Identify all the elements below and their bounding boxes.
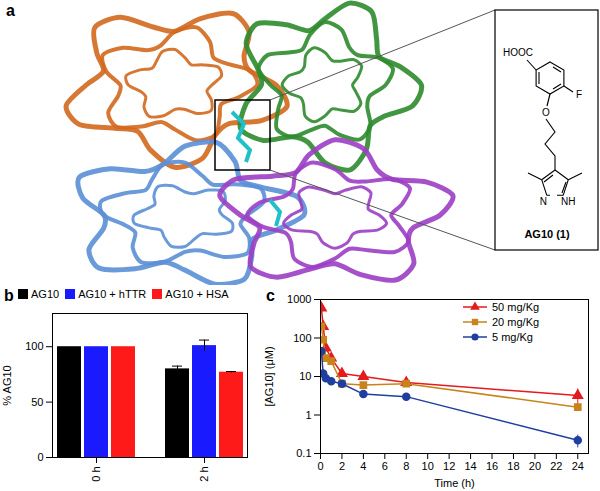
svg-text:2: 2 (339, 460, 345, 472)
svg-text:50: 50 (31, 396, 43, 408)
svg-text:0 h: 0 h (90, 467, 102, 482)
svg-text:10: 10 (422, 460, 434, 472)
svg-text:14: 14 (464, 460, 476, 472)
svg-text:18: 18 (507, 460, 519, 472)
html-text:AG10 + HSA: AG10 + HSA (165, 288, 229, 300)
svg-text:6: 6 (382, 460, 388, 472)
html-text:c: c (266, 287, 275, 304)
svg-text:12: 12 (443, 460, 455, 472)
svg-text:4: 4 (360, 460, 366, 472)
svg-text:a: a (6, 2, 15, 19)
svg-text:8: 8 (403, 460, 409, 472)
svg-text:NH: NH (561, 196, 575, 207)
html-text:5 mg/Kg: 5 mg/Kg (492, 331, 533, 343)
svg-text:0: 0 (37, 451, 43, 463)
html-text:50 mg/Kg: 50 mg/Kg (492, 301, 540, 313)
html-text:b: b (4, 287, 14, 304)
svg-text:1: 1 (305, 409, 311, 421)
svg-text:0: 0 (317, 460, 323, 472)
html-text:AG10 + hTTR: AG10 + hTTR (78, 288, 147, 300)
html-text:20 mg/Kg: 20 mg/Kg (492, 316, 540, 328)
svg-text:24: 24 (572, 460, 584, 472)
svg-text:% AG10: % AG10 (1, 365, 13, 405)
svg-text:N: N (540, 196, 547, 207)
svg-text:20: 20 (529, 460, 541, 472)
svg-text:0.1: 0.1 (296, 447, 311, 459)
svg-text:1000: 1000 (287, 293, 311, 305)
svg-text:AG10 (1): AG10 (1) (524, 228, 570, 240)
svg-text:2 h: 2 h (198, 467, 210, 482)
svg-text:[AG10] (μM): [AG10] (μM) (263, 346, 275, 406)
svg-text:22: 22 (550, 460, 562, 472)
svg-text:100: 100 (293, 332, 311, 344)
svg-text:10: 10 (299, 370, 311, 382)
svg-text:Time (h): Time (h) (434, 477, 475, 489)
svg-text:O: O (542, 107, 550, 118)
svg-text:F: F (576, 89, 582, 100)
svg-text:HOOC: HOOC (503, 47, 533, 58)
svg-text:16: 16 (486, 460, 498, 472)
svg-text:100: 100 (25, 340, 43, 352)
html-text:AG10: AG10 (31, 288, 60, 300)
